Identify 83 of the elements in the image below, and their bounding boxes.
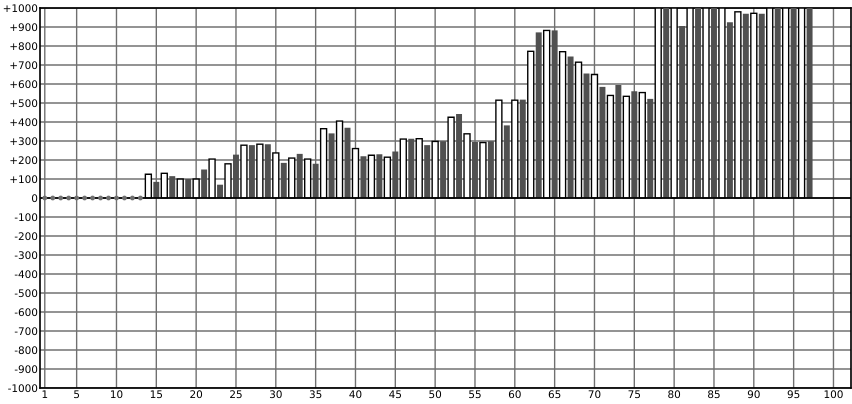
bar <box>201 170 208 198</box>
x-tick-label: 5 <box>74 390 80 398</box>
bar <box>408 138 414 198</box>
bar <box>742 14 749 198</box>
bar <box>488 141 494 198</box>
x-tick-label: 40 <box>349 390 362 398</box>
x-tick-label: 35 <box>310 390 322 398</box>
y-tick-label: +100 <box>10 175 38 184</box>
y-tick-label: -600 <box>14 308 38 316</box>
y-tick-label: -100 <box>14 213 38 222</box>
bar <box>726 22 733 198</box>
x-tick-label: 25 <box>230 390 242 398</box>
x-tick-label: 65 <box>548 390 560 398</box>
bar <box>520 100 526 198</box>
y-tick-label: +500 <box>10 99 38 108</box>
x-tick-label: 30 <box>270 390 282 398</box>
bar <box>217 184 224 198</box>
bar <box>710 8 717 198</box>
bar <box>806 8 813 198</box>
bar <box>631 91 638 198</box>
y-tick-label: +400 <box>10 118 38 126</box>
bar <box>599 86 606 198</box>
bar <box>695 8 702 198</box>
bar <box>758 14 765 198</box>
y-tick-label: -400 <box>14 270 38 278</box>
bar <box>615 84 622 198</box>
x-tick-label: 55 <box>469 390 481 398</box>
y-tick-label: +900 <box>10 23 38 32</box>
bar <box>185 179 192 198</box>
y-tick-label: +700 <box>10 61 38 70</box>
x-tick-label: 20 <box>190 390 202 398</box>
y-tick-label: -700 <box>14 327 38 336</box>
bar <box>472 142 478 198</box>
bar <box>456 114 462 198</box>
bar <box>248 145 255 198</box>
bar <box>584 74 590 198</box>
x-tick-label: 85 <box>708 390 720 398</box>
y-tick-label: -800 <box>14 346 38 354</box>
bar <box>647 98 654 198</box>
x-tick-label: 75 <box>628 390 640 398</box>
bar <box>663 8 670 198</box>
bar <box>312 164 319 198</box>
y-tick-label: 0 <box>32 194 38 202</box>
y-tick-label: -900 <box>14 365 38 374</box>
x-tick-label: 60 <box>508 390 521 398</box>
x-tick-label: 70 <box>588 390 600 398</box>
bar <box>440 141 446 198</box>
bar <box>296 154 303 198</box>
bar <box>679 26 686 198</box>
y-tick-label: -500 <box>14 289 38 298</box>
x-tick-label: 100 <box>824 390 843 398</box>
x-tick-label: 90 <box>748 390 760 398</box>
y-tick-label: +600 <box>10 80 38 88</box>
y-tick-label: +800 <box>10 42 38 50</box>
bar <box>568 56 574 198</box>
bar <box>392 151 398 198</box>
x-tick-label: 45 <box>389 390 402 398</box>
x-tick-label: 50 <box>429 390 442 398</box>
y-tick-label: +200 <box>10 156 38 164</box>
y-tick-label: -1000 <box>8 384 38 392</box>
x-tick-label: 80 <box>668 390 680 398</box>
x-tick-label: 95 <box>788 390 800 398</box>
bar <box>424 145 430 198</box>
bar <box>232 154 239 198</box>
x-tick-label: 15 <box>150 390 162 398</box>
x-tick-label: 1 <box>42 390 48 398</box>
y-tick-label: +300 <box>10 137 38 146</box>
bar <box>790 8 797 198</box>
bar <box>328 133 335 198</box>
bar <box>376 154 382 198</box>
bar <box>280 162 287 198</box>
bar <box>264 144 271 198</box>
y-tick-label: +1000 <box>4 4 38 12</box>
bar <box>360 156 366 198</box>
bar <box>504 125 510 198</box>
x-tick-label: 10 <box>110 390 122 398</box>
y-tick-label: -200 <box>14 232 38 240</box>
bar <box>774 8 781 198</box>
bar <box>344 128 350 198</box>
bar <box>536 32 542 198</box>
y-tick-label: -300 <box>14 251 38 260</box>
bar <box>153 182 160 198</box>
bar <box>552 30 558 198</box>
